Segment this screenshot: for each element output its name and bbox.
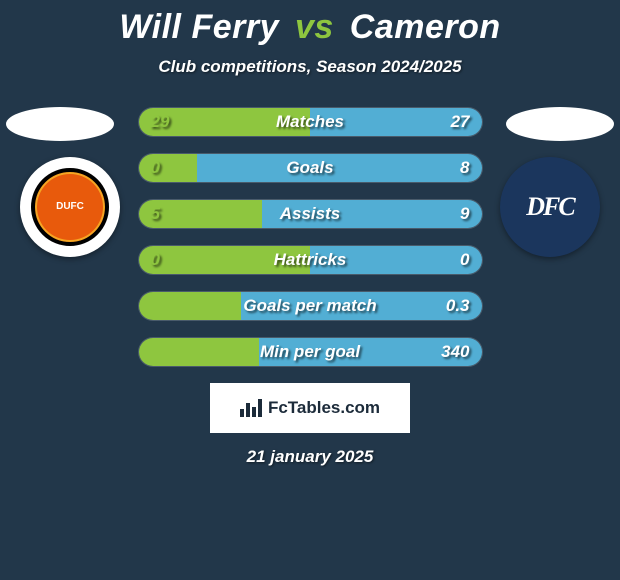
comparison-title: Will Ferry vs Cameron <box>0 0 620 47</box>
player1-name: Will Ferry <box>119 8 279 46</box>
stat-value-right: 27 <box>451 108 470 136</box>
vs-label: vs <box>295 8 334 46</box>
stat-label: Goals <box>139 154 482 182</box>
club-abbrev-right: DFC <box>526 192 573 222</box>
stat-row: Hattricks0 0 <box>138 245 483 275</box>
stat-value-right: 0.3 <box>446 292 470 320</box>
brand-box: FcTables.com <box>210 383 410 433</box>
stat-row: Goals per match0.3 <box>138 291 483 321</box>
stat-label: Assists <box>139 200 482 228</box>
brand-text: FcTables.com <box>268 398 380 418</box>
stat-value-right: 0 <box>460 246 469 274</box>
club-abbrev-left: DUFC <box>56 202 84 212</box>
stat-label: Goals per match <box>139 292 482 320</box>
stat-row: Min per goal340 <box>138 337 483 367</box>
chart-stage: DUFC DFC Matches2927Goals08Assists59Hatt… <box>0 107 620 367</box>
subtitle: Club competitions, Season 2024/2025 <box>0 57 620 77</box>
stat-value-left: 29 <box>151 108 170 136</box>
club-badge-left-inner: DUFC <box>31 168 109 246</box>
stat-value-left: 0 <box>151 154 160 182</box>
date-label: 21 january 2025 <box>0 447 620 467</box>
stat-row: Matches29 27 <box>138 107 483 137</box>
brand-icon <box>240 399 262 417</box>
country-flag-left <box>6 107 114 141</box>
stat-value-right: 9 <box>460 200 469 228</box>
stat-value-right: 8 <box>460 154 469 182</box>
country-flag-right <box>506 107 614 141</box>
stat-label: Matches <box>139 108 482 136</box>
stat-row: Assists5 9 <box>138 199 483 229</box>
club-badge-left: DUFC <box>20 157 120 257</box>
stat-value-right: 340 <box>441 338 469 366</box>
stat-value-left: 5 <box>151 200 160 228</box>
stat-bars: Matches2927Goals08Assists59Hattricks00Go… <box>138 107 483 367</box>
player2-name: Cameron <box>350 8 501 46</box>
stat-label: Hattricks <box>139 246 482 274</box>
stat-value-left: 0 <box>151 246 160 274</box>
club-badge-right: DFC <box>500 157 600 257</box>
stat-row: Goals0 8 <box>138 153 483 183</box>
stat-label: Min per goal <box>139 338 482 366</box>
